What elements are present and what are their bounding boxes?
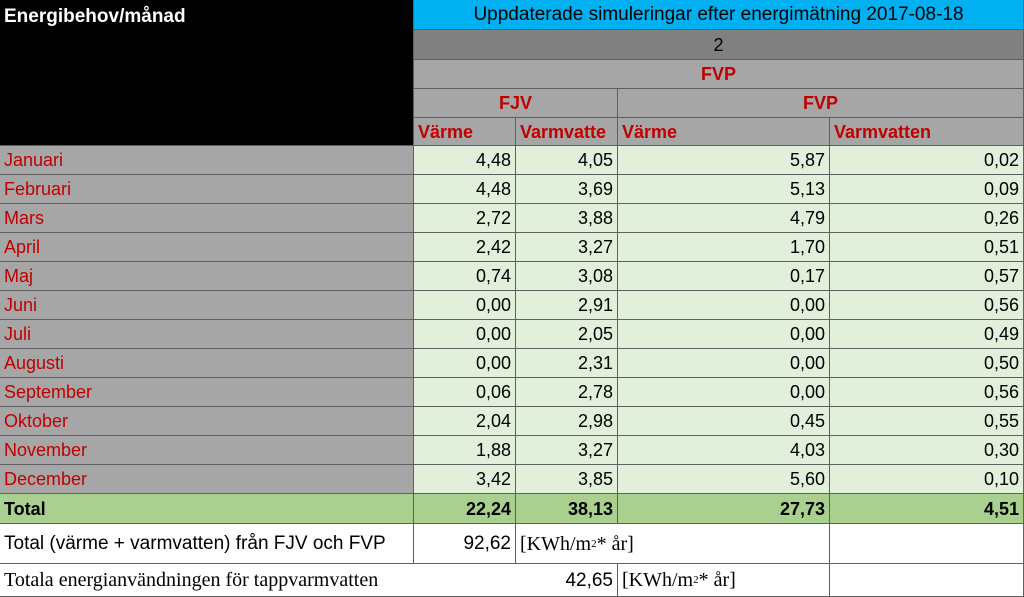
- fjv-varme-value-cell[interactable]: 3,42: [414, 465, 516, 494]
- summary1-unit-post: * år]: [596, 532, 634, 555]
- table-title[interactable]: Energibehov/månad: [0, 0, 414, 146]
- month-label-cell[interactable]: November: [0, 436, 414, 465]
- total-fvp-varme-cell[interactable]: 27,73: [618, 494, 830, 524]
- month-label-cell[interactable]: Augusti: [0, 349, 414, 378]
- fjv-varme-value-cell[interactable]: 0,00: [414, 320, 516, 349]
- summary2-empty-cell[interactable]: [830, 564, 1024, 597]
- fvp-varmvatten-value-cell[interactable]: 0,30: [830, 436, 1024, 465]
- month-label-cell[interactable]: Oktober: [0, 407, 414, 436]
- group-header-cell[interactable]: FVP: [414, 60, 1024, 89]
- summary2-value-cell[interactable]: 42,65: [516, 564, 618, 597]
- month-label-cell[interactable]: Januari: [0, 146, 414, 175]
- fjv-varme-value-cell[interactable]: 4,48: [414, 146, 516, 175]
- month-label-cell[interactable]: Maj: [0, 262, 414, 291]
- fvp-varme-value-cell[interactable]: 0,00: [618, 349, 830, 378]
- summary2-unit-post: * år]: [698, 569, 736, 591]
- fvp-varmvatten-value-cell[interactable]: 0,51: [830, 233, 1024, 262]
- fjv-varme-value-cell[interactable]: 0,74: [414, 262, 516, 291]
- summary2-unit-cell[interactable]: [KWh/m 2 * år]: [618, 564, 830, 597]
- fvp-varme-value-cell[interactable]: 5,60: [618, 465, 830, 494]
- fvp-varme-value-cell[interactable]: 5,87: [618, 146, 830, 175]
- month-label-cell[interactable]: April: [0, 233, 414, 262]
- fvp-varme-value-cell[interactable]: 0,00: [618, 320, 830, 349]
- fjv-varmvatten-value-cell[interactable]: 2,31: [516, 349, 618, 378]
- summary1-label-cell[interactable]: Total (värme + varmvatten) från FJV och …: [0, 524, 414, 564]
- fjv-varmvatten-value-cell[interactable]: 3,08: [516, 262, 618, 291]
- col-header-fvp-varme[interactable]: Värme: [618, 118, 830, 146]
- scenario-number-cell[interactable]: 2: [414, 30, 1024, 60]
- total-fvp-varmvatten-cell[interactable]: 4,51: [830, 494, 1024, 524]
- month-label-cell[interactable]: September: [0, 378, 414, 407]
- fvp-varme-value-cell[interactable]: 4,79: [618, 204, 830, 233]
- total-label-cell[interactable]: Total: [0, 494, 414, 524]
- fvp-varme-value-cell[interactable]: 0,00: [618, 291, 830, 320]
- fvp-varme-value-cell[interactable]: 5,13: [618, 175, 830, 204]
- fvp-varme-value-cell[interactable]: 1,70: [618, 233, 830, 262]
- fvp-varmvatten-value-cell[interactable]: 0,56: [830, 291, 1024, 320]
- total-fjv-varme-cell[interactable]: 22,24: [414, 494, 516, 524]
- summary1-value-cell[interactable]: 92,62: [414, 524, 516, 564]
- fjv-varme-value-cell[interactable]: 2,04: [414, 407, 516, 436]
- fvp-varmvatten-value-cell[interactable]: 0,56: [830, 378, 1024, 407]
- fjv-varme-value-cell[interactable]: 0,06: [414, 378, 516, 407]
- fvp-varmvatten-value-cell[interactable]: 0,49: [830, 320, 1024, 349]
- month-label-cell[interactable]: Mars: [0, 204, 414, 233]
- fvp-varme-value-cell[interactable]: 0,45: [618, 407, 830, 436]
- col-header-fjv-varme[interactable]: Värme: [414, 118, 516, 146]
- fjv-varme-value-cell[interactable]: 4,48: [414, 175, 516, 204]
- fvp-varmvatten-value-cell[interactable]: 0,02: [830, 146, 1024, 175]
- fjv-varmvatten-value-cell[interactable]: 3,69: [516, 175, 618, 204]
- col-header-fjv-varmvatten[interactable]: Varmvatte: [516, 118, 618, 146]
- fvp-varme-value-cell[interactable]: 4,03: [618, 436, 830, 465]
- fvp-varmvatten-value-cell[interactable]: 0,50: [830, 349, 1024, 378]
- fjv-varmvatten-value-cell[interactable]: 3,27: [516, 436, 618, 465]
- month-label-cell[interactable]: Juli: [0, 320, 414, 349]
- fjv-varmvatten-value-cell[interactable]: 3,88: [516, 204, 618, 233]
- fjv-header-cell[interactable]: FJV: [414, 89, 618, 118]
- month-label-cell[interactable]: December: [0, 465, 414, 494]
- fvp-header-cell[interactable]: FVP: [618, 89, 1024, 118]
- fjv-varmvatten-value-cell[interactable]: 2,91: [516, 291, 618, 320]
- fvp-varmvatten-value-cell[interactable]: 0,09: [830, 175, 1024, 204]
- fjv-varmvatten-value-cell[interactable]: 2,98: [516, 407, 618, 436]
- fvp-varmvatten-value-cell[interactable]: 0,10: [830, 465, 1024, 494]
- fjv-varme-value-cell[interactable]: 2,72: [414, 204, 516, 233]
- fvp-varme-value-cell[interactable]: 0,17: [618, 262, 830, 291]
- fvp-varme-value-cell[interactable]: 0,00: [618, 378, 830, 407]
- fjv-varmvatten-value-cell[interactable]: 4,05: [516, 146, 618, 175]
- fjv-varmvatten-value-cell[interactable]: 2,05: [516, 320, 618, 349]
- fjv-varme-value-cell[interactable]: 0,00: [414, 349, 516, 378]
- summary1-unit-cell[interactable]: [KWh/m 2 * år]: [516, 524, 830, 564]
- fvp-varmvatten-value-cell[interactable]: 0,57: [830, 262, 1024, 291]
- fjv-varmvatten-value-cell[interactable]: 3,27: [516, 233, 618, 262]
- fjv-varme-value-cell[interactable]: 1,88: [414, 436, 516, 465]
- summary2-unit-pre: [KWh/m: [622, 569, 694, 591]
- summary2-label-cell[interactable]: Totala energianvändningen för tappvarmva…: [0, 564, 516, 597]
- fjv-varme-value-cell[interactable]: 2,42: [414, 233, 516, 262]
- fjv-varmvatten-value-cell[interactable]: 2,78: [516, 378, 618, 407]
- fjv-varmvatten-value-cell[interactable]: 3,85: [516, 465, 618, 494]
- update-title-cell[interactable]: Uppdaterade simuleringar efter energimät…: [414, 0, 1024, 30]
- month-label-cell[interactable]: Juni: [0, 291, 414, 320]
- summary1-unit-pre: [KWh/m: [520, 532, 592, 555]
- fjv-varme-value-cell[interactable]: 0,00: [414, 291, 516, 320]
- col-header-fvp-varmvatten[interactable]: Varmvatten: [830, 118, 1024, 146]
- total-fjv-varmvatten-cell[interactable]: 38,13: [516, 494, 618, 524]
- fvp-varmvatten-value-cell[interactable]: 0,26: [830, 204, 1024, 233]
- summary1-empty-cell[interactable]: [830, 524, 1024, 564]
- month-label-cell[interactable]: Februari: [0, 175, 414, 204]
- fvp-varmvatten-value-cell[interactable]: 0,55: [830, 407, 1024, 436]
